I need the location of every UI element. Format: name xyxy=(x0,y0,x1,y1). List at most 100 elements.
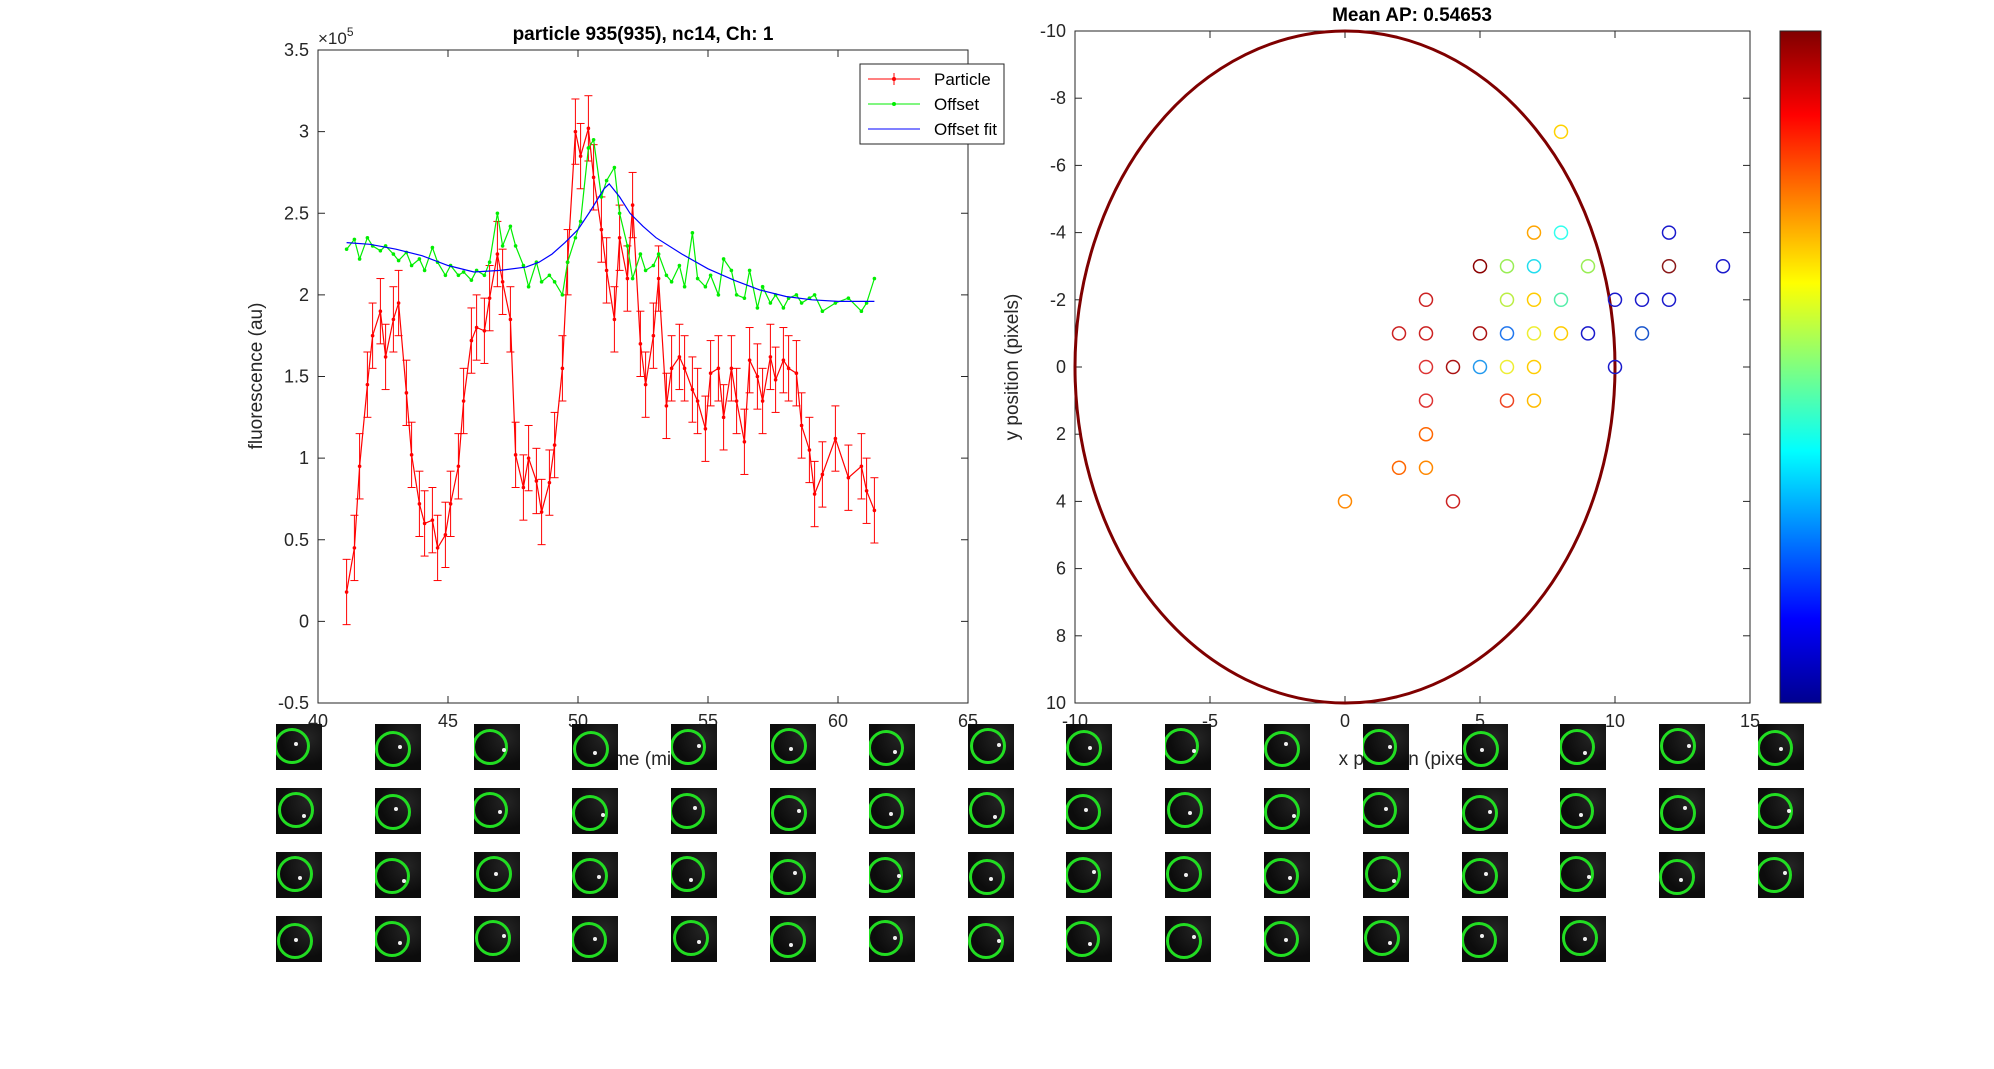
offset-point xyxy=(365,235,370,240)
particle-point xyxy=(872,508,877,513)
particle-point xyxy=(448,502,453,506)
particle-point xyxy=(768,355,773,359)
right-y-tick-label: 10 xyxy=(1046,693,1066,713)
position-point xyxy=(1391,460,1407,476)
particle-point xyxy=(487,296,492,300)
offset-point xyxy=(664,273,669,278)
offset-point xyxy=(539,280,544,284)
offset-point xyxy=(612,165,617,170)
particle-point xyxy=(534,479,539,483)
right-y-tick-label: -8 xyxy=(1050,88,1066,108)
particle-point xyxy=(820,472,825,477)
left-x-tick-label: 55 xyxy=(698,711,718,731)
position-point xyxy=(1337,494,1353,509)
position-point xyxy=(1661,292,1677,308)
particle-point xyxy=(396,301,401,305)
offset-point xyxy=(344,247,349,251)
particle-point xyxy=(812,492,817,496)
left-y-tick-label: 0 xyxy=(299,611,309,631)
offset-point xyxy=(794,293,799,297)
particle-point xyxy=(612,317,617,322)
particle-point xyxy=(352,546,357,550)
particle-point xyxy=(859,464,864,469)
particle-point xyxy=(404,391,409,395)
offset-point xyxy=(630,276,635,281)
particle-point xyxy=(773,377,778,382)
legend-particle-marker xyxy=(892,77,896,81)
nucleus-ellipse xyxy=(1073,29,1617,705)
position-point xyxy=(1418,393,1434,408)
particle-point xyxy=(591,175,596,180)
particle-point xyxy=(807,448,812,452)
position-chart: -10 -5 0 5 10 15 -10 -8 -6 -4 -2 0 2 4 6 8 10 Mean AP: 0… xyxy=(1002,5,1760,770)
position-point xyxy=(1607,359,1623,375)
position-point xyxy=(1607,292,1623,308)
offset-point xyxy=(768,301,773,305)
left-x-tick-label: 65 xyxy=(958,711,978,731)
particle-point xyxy=(734,399,739,403)
particle-point xyxy=(729,366,734,371)
offset-point xyxy=(669,280,674,284)
particle-point xyxy=(742,440,747,444)
particle-point xyxy=(474,325,479,330)
particle-point xyxy=(669,366,674,371)
offset-point xyxy=(872,276,877,281)
offset-point xyxy=(560,293,565,297)
particle-point xyxy=(682,366,687,371)
left-x-tick-label: 50 xyxy=(568,711,588,731)
offset-point xyxy=(578,219,583,224)
left-y-tick-label: 1 xyxy=(299,448,309,468)
right-y-tick-label: 4 xyxy=(1056,491,1066,511)
offset-point xyxy=(833,301,838,305)
particle-point xyxy=(794,371,799,376)
position-point xyxy=(1499,258,1515,274)
offset-point xyxy=(729,268,734,273)
particle-point xyxy=(703,426,708,431)
particle-point xyxy=(378,309,383,314)
position-point xyxy=(1418,359,1434,375)
offset-point xyxy=(734,293,739,297)
y-exponent-label: ×105 xyxy=(318,25,354,48)
offset-point xyxy=(547,273,552,278)
offset-point xyxy=(573,235,578,240)
offset-point xyxy=(352,237,357,242)
particle-point xyxy=(721,415,726,420)
offset-point xyxy=(482,273,487,278)
left-y-tick-label: 0.5 xyxy=(284,530,309,550)
particle-point xyxy=(586,126,591,131)
particle-point xyxy=(760,399,765,403)
left-y-tick-label: 1.5 xyxy=(284,367,309,387)
particle-point xyxy=(716,366,721,371)
right-x-tick-label: -10 xyxy=(1062,711,1088,731)
right-y-axis-label: y position (pixels) xyxy=(1002,294,1023,441)
offset-point xyxy=(846,296,851,300)
right-x-tick-label: 0 xyxy=(1340,711,1350,731)
particle-point xyxy=(578,154,583,158)
right-y-tick-label: 2 xyxy=(1056,424,1066,444)
right-y-tick-label: 6 xyxy=(1056,559,1066,579)
particle-point xyxy=(638,342,643,346)
particle-point xyxy=(422,521,427,526)
particle-point xyxy=(357,464,362,469)
offset-point xyxy=(487,260,492,265)
right-x-tick-label: 15 xyxy=(1740,711,1760,731)
left-y-tick-label: 3 xyxy=(299,122,309,142)
particle-point xyxy=(755,374,760,379)
particle-point xyxy=(521,485,526,490)
offset-point xyxy=(513,244,518,248)
position-point xyxy=(1499,326,1515,341)
particle-point xyxy=(547,480,552,485)
particle-point xyxy=(560,366,565,371)
position-point xyxy=(1526,225,1542,240)
left-series-layer xyxy=(342,95,879,626)
particle-point xyxy=(365,382,370,387)
offset-point xyxy=(677,263,682,268)
particle-point xyxy=(599,227,604,232)
position-point xyxy=(1553,292,1569,308)
offset-point xyxy=(604,178,609,183)
position-point xyxy=(1553,326,1569,341)
offset-point xyxy=(820,309,825,314)
position-point xyxy=(1661,225,1677,240)
position-point xyxy=(1715,258,1731,274)
offset-point xyxy=(396,258,401,263)
